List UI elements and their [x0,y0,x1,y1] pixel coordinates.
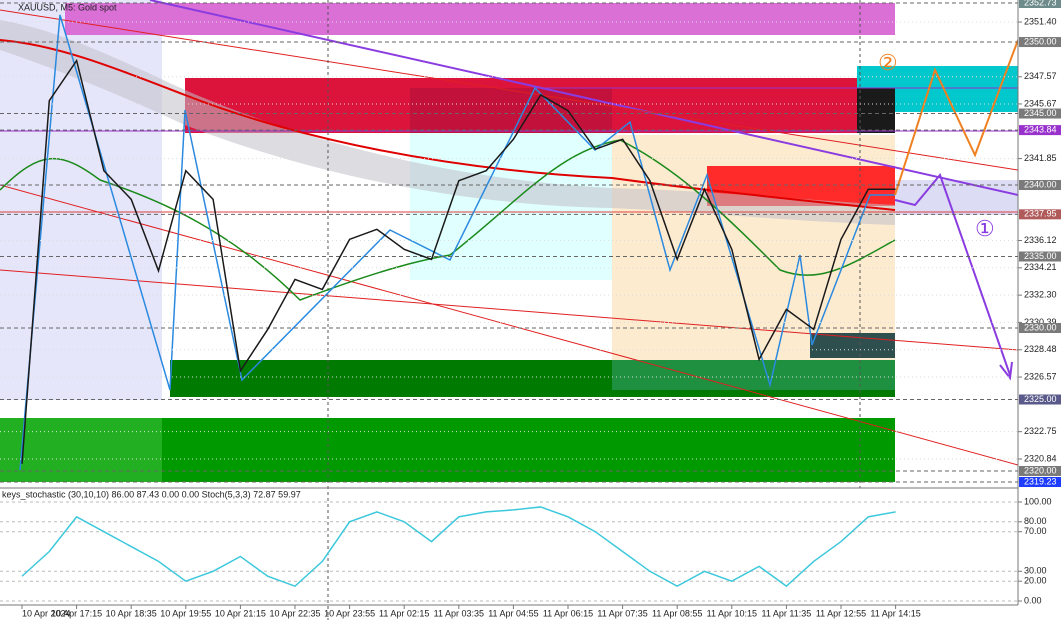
x-tick-label: 10 Apr 17:15 [51,608,102,618]
annotation: ② [878,50,898,75]
x-tick-label: 10 Apr 19:55 [160,608,211,618]
price-tag [1019,125,1061,136]
indicator-title: keys_stochastic (30,10,10) 86.00 87.43 0… [2,489,301,499]
x-tick-label: 10 Apr 22:35 [269,608,320,618]
x-tick-label: 10 Apr 2024 [22,608,71,618]
y-tick-label: 2328.48 [1024,344,1057,354]
x-tick-label: 10 Apr 23:55 [324,608,375,618]
price-tag-label: 2350.00 [1024,36,1057,46]
price-tag-label: 2343.84 [1024,124,1057,134]
y-tick-label: 2336.12 [1024,235,1057,245]
zone [410,88,612,133]
x-tick-label: 11 Apr 14:15 [870,608,920,618]
zone [857,88,895,133]
zone [65,3,895,35]
y-tick-label: 2334.21 [1024,262,1057,272]
y-tick-label: 2345.67 [1024,98,1057,108]
price-tag [1019,394,1061,405]
x-tick-label: 11 Apr 11:35 [762,608,812,618]
y-tick-label: 2322.75 [1024,426,1057,436]
zone [612,360,895,390]
annotation: ① [975,216,995,241]
y-tick-label: 2332.30 [1024,289,1057,299]
price-tag [1019,477,1061,487]
price-tag-label: 2335.00 [1024,251,1057,261]
price-tag-label: 2337.95 [1024,209,1057,219]
x-tick-label: 11 Apr 07:35 [597,608,647,618]
price-tag [1019,108,1061,119]
y-tick-label: 70.00 [1024,526,1047,536]
y-tick-label: 0.00 [1024,595,1042,605]
price-tag [1019,0,1061,8]
price-tag-label: 2345.00 [1024,108,1057,118]
y-tick-label: 2320.84 [1024,453,1057,463]
ma-red [0,39,896,211]
x-tick-label: 11 Apr 10:15 [707,608,757,618]
x-tick-label: 11 Apr 04:55 [488,608,538,618]
chart-title: XAUUSD, M5: Gold spot [18,2,117,12]
y-tick-label: 2351.40 [1024,16,1057,26]
price-tag-label: 2330.00 [1024,322,1057,332]
forecast-2 [894,39,1019,196]
price-tag-label: 2319.23 [1024,476,1057,486]
price-line [21,506,896,588]
ma-band [0,20,895,225]
y-tick-label: 2330.39 [1024,317,1057,327]
y-tick-label: 2326.57 [1024,371,1057,381]
x-tick-label: 10 Apr 18:35 [106,608,157,618]
price-tag [1019,465,1061,476]
trend-line [0,9,1019,171]
price-tag [1019,209,1061,220]
price-tag [1019,251,1061,262]
price-tag [1019,323,1061,334]
price-tag-label: 2325.00 [1024,394,1057,404]
trend-line [0,269,1019,351]
price-tag-label: 2320.00 [1024,465,1057,475]
price-tag [1019,37,1061,48]
x-tick-label: 11 Apr 03:35 [434,608,484,618]
price-line [21,58,896,464]
trend-line [149,0,1019,196]
x-tick-label: 11 Apr 12:55 [816,608,866,618]
y-tick-label: 2341.85 [1024,153,1057,163]
y-tick-label: 100.00 [1024,496,1052,506]
y-tick-label: 30.00 [1024,566,1047,576]
price-axis [1018,0,1062,620]
price-tag [1019,180,1061,191]
zone [895,180,1018,215]
x-tick-label: 11 Apr 06:15 [543,608,593,618]
y-tick-label: 20.00 [1024,576,1047,586]
zones [0,0,1018,482]
y-tick-label: 2347.57 [1024,71,1057,81]
price-tag-label: 2340.00 [1024,179,1057,189]
x-tick-label: 11 Apr 08:55 [652,608,702,618]
price-tag-label: 2352.73 [1024,0,1057,7]
y-tick-label: 80.00 [1024,516,1047,526]
forecast-1 [894,173,1013,381]
x-tick-label: 10 Apr 21:15 [215,608,266,618]
x-tick-label: 11 Apr 02:15 [379,608,429,618]
